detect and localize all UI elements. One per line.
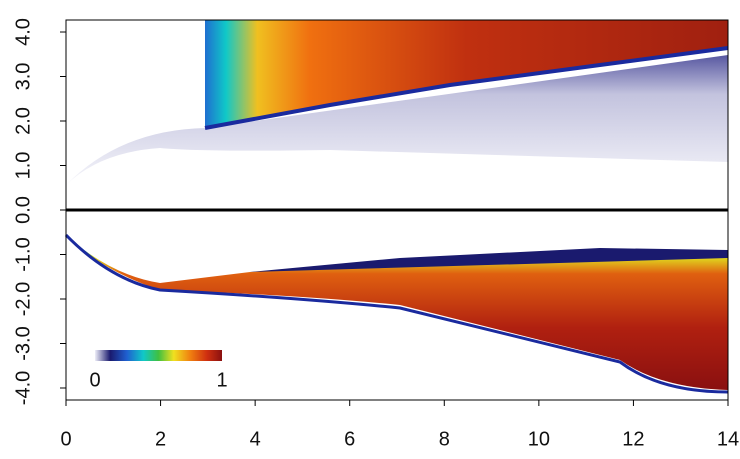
y-tick-label: -1.0	[12, 237, 34, 271]
y-tick-label: -3.0	[12, 326, 34, 360]
y-tick-label: 2.0	[12, 107, 34, 135]
y-tick-label: 4.0	[12, 18, 34, 46]
x-tick-label: 14	[717, 428, 739, 450]
y-tick-label: 3.0	[12, 63, 34, 91]
y-tick-label: 1.0	[12, 152, 34, 180]
x-tick-label: 6	[344, 428, 355, 450]
x-tick-label: 2	[155, 428, 166, 450]
y-tick-label: -2.0	[12, 282, 34, 316]
x-tick-label: 0	[60, 428, 71, 450]
y-tick-label: 0.0	[12, 196, 34, 224]
colorbar-label: 1	[216, 369, 227, 391]
colorbar-label: 0	[89, 369, 100, 391]
x-tick-label: 4	[250, 428, 261, 450]
x-tick-label: 8	[439, 428, 450, 450]
x-tick-label: 10	[528, 428, 550, 450]
y-tick-label: -4.0	[12, 371, 34, 405]
x-tick-label: 12	[622, 428, 644, 450]
field	[64, 20, 729, 394]
colorbar	[95, 350, 222, 361]
